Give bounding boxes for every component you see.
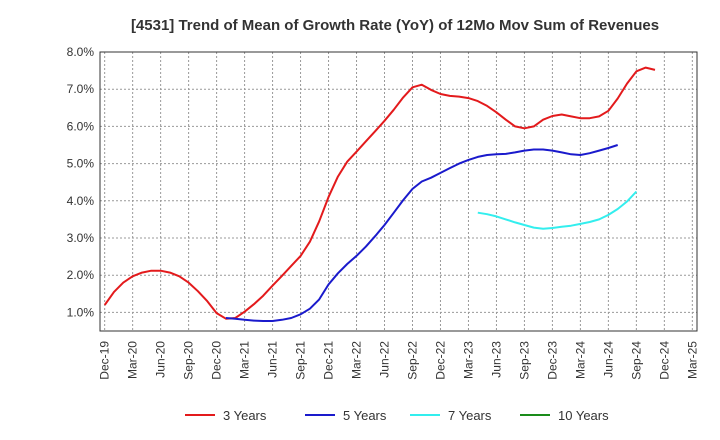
x-tick-label: Dec-19 (98, 341, 112, 380)
y-tick-label: 7.0% (67, 82, 95, 96)
x-tick-label: Mar-24 (573, 341, 587, 379)
x-axis: Dec-19 Mar-20 Jun-20 Sep-20 Dec-20 Mar-21 Jun-… (98, 341, 700, 380)
x-tick-label: Mar-22 (350, 341, 364, 379)
x-tick-label: Mar-20 (126, 341, 140, 379)
x-tick-label: Sep-21 (294, 341, 308, 380)
x-tick-label: Mar-25 (685, 341, 699, 379)
plot-background (100, 52, 697, 331)
series-line-3-years (103, 66, 656, 320)
x-tick-label: Mar-23 (461, 341, 475, 379)
y-tick-label: 2.0% (67, 268, 95, 282)
y-tick-label: 1.0% (67, 305, 95, 319)
x-tick-label: Sep-22 (405, 341, 419, 380)
legend-label-7-years: 7 Years (448, 408, 492, 423)
legend-label-5-years: 5 Years (343, 408, 387, 423)
x-tick-label: Dec-23 (545, 341, 559, 380)
y-tick-label: 8.0% (67, 45, 95, 59)
series-line-5-years (225, 144, 619, 322)
x-tick-label: Mar-21 (238, 341, 252, 379)
x-tick-label: Dec-21 (322, 341, 336, 380)
legend: 3 Years 5 Years 7 Years 10 Years (185, 408, 609, 423)
legend-label-10-years: 10 Years (558, 408, 609, 423)
legend-label-3-years: 3 Years (223, 408, 267, 423)
y-tick-label: 4.0% (67, 194, 95, 208)
x-tick-label: Sep-23 (517, 341, 531, 380)
x-tick-label: Jun-20 (154, 341, 168, 378)
y-tick-label: 6.0% (67, 119, 95, 133)
x-tick-label: Sep-20 (182, 341, 196, 380)
x-tick-label: Jun-21 (266, 341, 280, 378)
x-tick-label: Jun-22 (378, 341, 392, 378)
x-tick-label: Dec-22 (433, 341, 447, 380)
chart-title: [4531] Trend of Mean of Growth Rate (YoY… (131, 17, 659, 34)
x-tick-label: Jun-23 (489, 341, 503, 378)
y-tick-label: 5.0% (67, 157, 95, 171)
x-tick-label: Jun-24 (601, 341, 615, 378)
y-axis: 1.0% 2.0% 3.0% 4.0% 5.0% 6.0% 7.0% 8.0% (67, 45, 95, 319)
y-tick-label: 3.0% (67, 231, 95, 245)
x-tick-label: Dec-24 (657, 341, 671, 380)
series (103, 66, 656, 322)
x-tick-label: Sep-24 (629, 341, 643, 380)
x-tick-label: Dec-20 (210, 341, 224, 380)
plot-frame (99, 51, 698, 332)
series-line-7-years (477, 190, 638, 230)
